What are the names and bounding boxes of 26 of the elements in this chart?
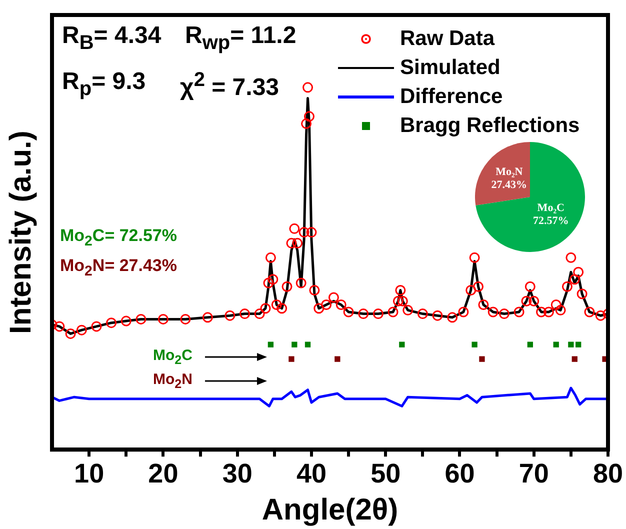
x-tick-label: 40 (296, 458, 326, 488)
data-label: 27.43% (491, 179, 528, 192)
legend-label: Bragg Reflections (400, 114, 580, 138)
x-tick-label: 20 (148, 458, 178, 488)
y-axis-title: Intensity (a.u.) (4, 130, 38, 334)
legend-label: Raw Data (400, 26, 495, 50)
annotation: Mo$_{2}$N (153, 371, 192, 391)
annotation: Mo$_{2}$N= 27.43% (60, 256, 178, 280)
slice-label: Mo₂N (496, 166, 523, 178)
x-axis-title: Angle(2θ) (262, 493, 398, 526)
x-tick-label: 30 (222, 458, 252, 488)
annotation: χ$^{2}$ = 7.33 (180, 69, 280, 101)
data-label: 72.57% (532, 214, 569, 227)
annotation: Mo$_{2}$C (153, 347, 192, 367)
legend-label: Difference (400, 84, 503, 108)
legend-label: Simulated (400, 56, 500, 80)
x-tick-label: 80 (592, 458, 624, 488)
annotation: R$_{p}$= 9.3 (62, 68, 146, 100)
x-tick-label: 10 (74, 458, 104, 488)
x-tick-label: 70 (518, 458, 549, 488)
text: R$_{B}$= 4.34 (62, 22, 162, 54)
x-tick-label: 60 (444, 458, 475, 488)
text: R$_{wp}$= 11.2 (185, 22, 296, 54)
x-tick-label: 50 (370, 458, 401, 488)
slice-label: Mo₂C (537, 202, 564, 214)
annotation: Mo$_{2}$C= 72.57% (60, 226, 178, 250)
